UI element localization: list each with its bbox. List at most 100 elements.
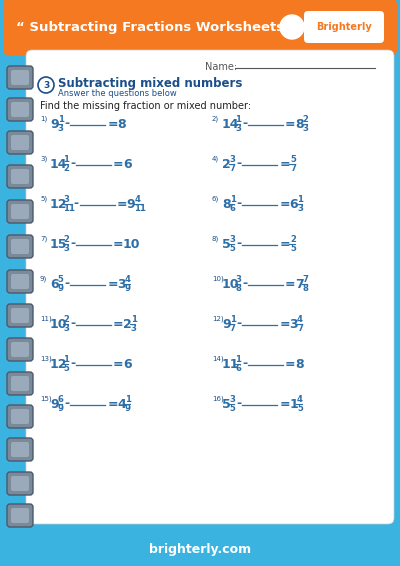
Text: 3: 3 — [130, 324, 136, 333]
Text: -: - — [236, 198, 242, 211]
Text: -: - — [70, 318, 75, 331]
FancyBboxPatch shape — [7, 472, 33, 495]
Text: 5: 5 — [290, 244, 296, 253]
Text: 7: 7 — [302, 275, 308, 284]
Text: Answer the questions below: Answer the questions below — [58, 88, 177, 97]
FancyBboxPatch shape — [7, 131, 33, 154]
Text: 2: 2 — [302, 115, 308, 124]
Text: 5: 5 — [222, 238, 231, 251]
Text: 8: 8 — [235, 284, 241, 293]
Text: 4: 4 — [297, 395, 303, 404]
FancyBboxPatch shape — [11, 442, 29, 457]
FancyBboxPatch shape — [11, 508, 29, 523]
Text: 4: 4 — [134, 195, 140, 204]
Text: 3: 3 — [230, 395, 236, 404]
Text: 4: 4 — [297, 315, 303, 324]
Text: 1: 1 — [230, 315, 236, 324]
Text: 10): 10) — [212, 276, 224, 282]
Text: =: = — [113, 238, 124, 251]
Text: 7: 7 — [297, 324, 303, 333]
FancyBboxPatch shape — [7, 304, 33, 327]
Text: =: = — [279, 318, 290, 331]
Text: =: = — [107, 397, 118, 410]
Text: 7): 7) — [40, 236, 47, 242]
Text: Brighterly: Brighterly — [316, 22, 372, 32]
Text: 12: 12 — [50, 198, 68, 211]
Text: 9: 9 — [50, 118, 59, 131]
Text: -: - — [236, 157, 242, 170]
Text: 7: 7 — [295, 277, 304, 290]
Text: 6: 6 — [235, 364, 241, 373]
Text: 9: 9 — [125, 284, 131, 293]
Text: 11: 11 — [63, 204, 75, 213]
Text: 14: 14 — [50, 157, 68, 170]
Text: 10: 10 — [222, 277, 240, 290]
Text: =: = — [107, 118, 118, 131]
Text: 5: 5 — [58, 275, 64, 284]
Text: 9: 9 — [127, 198, 135, 211]
Text: 6: 6 — [289, 198, 298, 211]
Text: -: - — [242, 358, 247, 371]
Text: 3: 3 — [302, 124, 308, 133]
Text: “ Subtracting Fractions Worksheets: “ Subtracting Fractions Worksheets — [16, 22, 284, 35]
Text: 3): 3) — [40, 156, 47, 162]
FancyBboxPatch shape — [7, 405, 33, 428]
FancyBboxPatch shape — [7, 98, 33, 121]
Text: 6: 6 — [58, 395, 64, 404]
FancyBboxPatch shape — [7, 66, 33, 89]
Text: 1: 1 — [58, 115, 64, 124]
Text: 3: 3 — [63, 244, 69, 253]
Text: 6: 6 — [123, 358, 132, 371]
Text: 8: 8 — [117, 118, 126, 131]
Text: 4: 4 — [125, 275, 131, 284]
FancyBboxPatch shape — [7, 338, 33, 361]
Text: -: - — [242, 118, 247, 131]
Text: 11: 11 — [222, 358, 240, 371]
Text: =: = — [279, 397, 290, 410]
Text: 9: 9 — [58, 284, 64, 293]
FancyBboxPatch shape — [3, 0, 397, 55]
FancyBboxPatch shape — [11, 204, 29, 219]
Text: -: - — [64, 277, 70, 290]
FancyBboxPatch shape — [7, 235, 33, 258]
Text: 9: 9 — [125, 404, 131, 413]
FancyBboxPatch shape — [304, 11, 384, 43]
Text: 12): 12) — [212, 316, 224, 322]
Text: Subtracting mixed numbers: Subtracting mixed numbers — [58, 76, 242, 89]
FancyBboxPatch shape — [7, 270, 33, 293]
FancyBboxPatch shape — [7, 372, 33, 395]
Text: =: = — [285, 277, 296, 290]
Text: 5: 5 — [63, 364, 69, 373]
FancyBboxPatch shape — [7, 438, 33, 461]
Text: 9): 9) — [40, 276, 47, 282]
Text: 16): 16) — [212, 396, 224, 402]
Text: 11): 11) — [40, 316, 52, 322]
Text: 11: 11 — [134, 204, 146, 213]
Text: 3: 3 — [117, 277, 126, 290]
Text: 6: 6 — [50, 277, 59, 290]
Text: Name:: Name: — [205, 62, 237, 72]
Text: 1: 1 — [63, 155, 69, 164]
Text: 7: 7 — [230, 324, 236, 333]
Text: -: - — [242, 277, 247, 290]
Text: 5: 5 — [290, 155, 296, 164]
FancyBboxPatch shape — [7, 200, 33, 223]
Text: -: - — [74, 198, 79, 211]
Text: -: - — [70, 157, 75, 170]
FancyBboxPatch shape — [26, 50, 394, 524]
Text: 2: 2 — [123, 318, 132, 331]
FancyBboxPatch shape — [11, 308, 29, 323]
Text: 2: 2 — [222, 157, 231, 170]
Text: 2: 2 — [290, 235, 296, 244]
Circle shape — [38, 77, 54, 93]
Text: 5): 5) — [40, 196, 47, 202]
Text: 6: 6 — [123, 157, 132, 170]
FancyBboxPatch shape — [11, 342, 29, 357]
Text: Find the missing fraction or mixed number:: Find the missing fraction or mixed numbe… — [40, 101, 251, 111]
Text: 5: 5 — [222, 397, 231, 410]
Circle shape — [280, 15, 304, 39]
Text: brighterly.com: brighterly.com — [149, 542, 251, 555]
FancyBboxPatch shape — [11, 274, 29, 289]
Text: 1: 1 — [63, 355, 69, 364]
Text: -: - — [64, 397, 70, 410]
